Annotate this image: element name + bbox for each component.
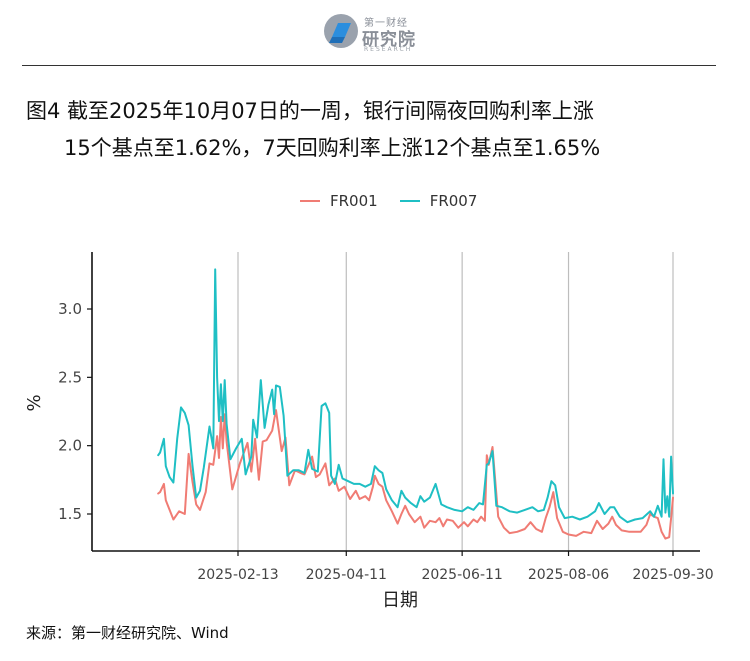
y-tick-label: 1.5 bbox=[58, 505, 82, 523]
source-note: 来源：第一财经研究院、Wind bbox=[26, 624, 229, 642]
x-tick-label: 2025-06-11 bbox=[421, 567, 502, 583]
brand-logo: 第一财经 研究院 RESEARCH bbox=[318, 8, 428, 54]
y-tick-label: 2.5 bbox=[58, 368, 82, 386]
y-tick-label: 2.0 bbox=[58, 437, 82, 455]
y-axis-label: % bbox=[24, 394, 45, 411]
chart-legend: FR001 FR007 bbox=[300, 190, 499, 212]
chart-title-line-2: 15个基点至1.62%，7天回购利率上涨12个基点至1.65% bbox=[64, 136, 601, 160]
x-tick-label: 2025-04-11 bbox=[306, 567, 387, 583]
logo-sub-text: RESEARCH bbox=[364, 46, 413, 53]
header-divider bbox=[22, 65, 716, 66]
legend-swatch-fr001 bbox=[300, 200, 320, 202]
x-tick-label: 2025-02-13 bbox=[197, 567, 278, 583]
legend-swatch-fr007 bbox=[399, 200, 420, 202]
x-tick-label: 2025-09-30 bbox=[632, 567, 713, 583]
y-tick-label: 3.0 bbox=[58, 300, 82, 318]
logo-top-text: 第一财经 bbox=[364, 18, 408, 29]
x-tick-label: 2025-08-06 bbox=[528, 567, 609, 583]
x-axis-label: 日期 bbox=[382, 590, 418, 611]
series-line-fr007 bbox=[157, 268, 674, 524]
chart-title-line-1: 图4 截至2025年10月07日的一周，银行间隔夜回购利率上涨 bbox=[26, 99, 594, 123]
legend-label-fr001: FR001 bbox=[330, 192, 378, 210]
legend-item-fr007: FR007 bbox=[399, 192, 478, 210]
logo-mark-icon bbox=[324, 14, 358, 48]
logo-main-text: 研究院 bbox=[362, 30, 416, 50]
series-line-fr001 bbox=[157, 409, 674, 540]
legend-label-fr007: FR007 bbox=[429, 192, 478, 210]
legend-item-fr001: FR001 bbox=[300, 192, 378, 210]
